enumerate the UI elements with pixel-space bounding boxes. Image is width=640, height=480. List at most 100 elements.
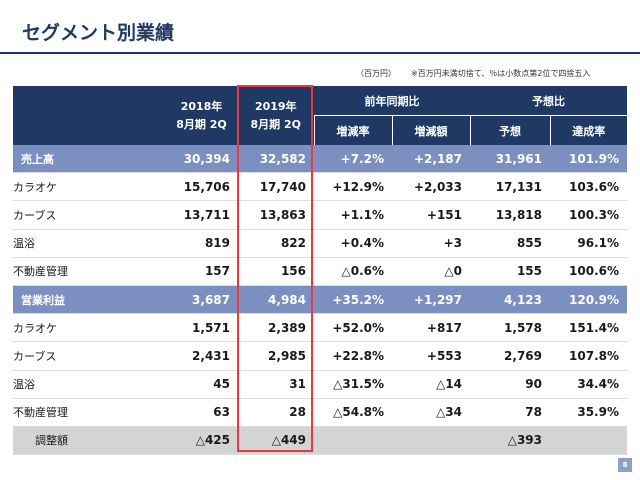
row-label: カラオケ [13, 313, 165, 343]
cell-yoy-rate: +1.1% [314, 200, 392, 230]
cell-yoy-rate: +12.9% [314, 172, 392, 202]
header-2018: 2018年 8月期 2Q [165, 86, 238, 145]
header-forecast-comparison: 予想比 [470, 86, 627, 116]
cell-2018: △425 [165, 426, 238, 456]
table-row: 調整額 △425 △449 △393 [13, 426, 627, 456]
rounding-note: ※百万円未満切捨て、％は小数点第2位で四捨五入 [411, 69, 591, 78]
cell-forecast: 31,961 [470, 145, 550, 174]
cell-achievement: 120.9% [550, 285, 627, 315]
cell-forecast: 155 [470, 257, 550, 286]
cell-2018: 30,394 [165, 145, 238, 174]
cell-2019: 13,863 [238, 200, 314, 230]
table-row: 営業利益 3,687 4,984 +35.2% +1,297 4,123 120.9% [13, 285, 627, 315]
header-forecast-value: 予想 [469, 115, 550, 145]
cell-achievement: 35.9% [550, 398, 627, 427]
cell-achievement: 107.8% [550, 341, 627, 371]
page-number: 8 [618, 458, 632, 472]
row-label: カーブス [13, 341, 165, 371]
header-2018-period: 8月期 2Q [176, 117, 227, 131]
row-label: 不動産管理 [13, 257, 165, 286]
cell-forecast: 1,578 [470, 313, 550, 343]
cell-forecast: 13,818 [470, 200, 550, 230]
table-row: 売上高 30,394 32,582 +7.2% +2,187 31,961 101.9% [13, 145, 627, 174]
cell-2018: 157 [165, 257, 238, 286]
cell-yoy-amount: +3 [392, 229, 470, 258]
row-label: 温浴 [13, 229, 165, 258]
cell-achievement: 100.6% [550, 257, 627, 286]
header-2019: 2019年 8月期 2Q [238, 86, 314, 145]
page-title: セグメント別業績 [22, 22, 175, 44]
cell-forecast: 2,769 [470, 341, 550, 371]
cell-yoy-rate: +7.2% [314, 145, 392, 174]
cell-2018: 819 [165, 229, 238, 258]
cell-yoy-rate: △31.5% [314, 370, 392, 399]
cell-yoy-rate: +22.8% [314, 341, 392, 371]
cell-2018: 3,687 [165, 285, 238, 315]
table-row: 不動産管理 63 28 △54.8% △34 78 35.9% [13, 398, 627, 427]
cell-achievement: 34.4% [550, 370, 627, 399]
cell-yoy-amount: △34 [392, 398, 470, 427]
cell-2019: 2,985 [238, 341, 314, 371]
cell-2018: 15,706 [165, 172, 238, 202]
header-achievement: 達成率 [549, 115, 627, 145]
cell-achievement: 103.6% [550, 172, 627, 202]
cell-2019: 32,582 [238, 145, 314, 174]
cell-yoy-rate: +0.4% [314, 229, 392, 258]
cell-achievement: 96.1% [550, 229, 627, 258]
cell-2019: 17,740 [238, 172, 314, 202]
row-label: 調整額 [13, 426, 165, 456]
cell-2018: 63 [165, 398, 238, 427]
cell-yoy-amount: △0 [392, 257, 470, 286]
header-yoy-rate: 増減率 [313, 115, 392, 145]
cell-2019: 2,389 [238, 313, 314, 343]
cell-achievement: 151.4% [550, 313, 627, 343]
row-label: 不動産管理 [13, 398, 165, 427]
cell-2018: 13,711 [165, 200, 238, 230]
cell-2019: 156 [238, 257, 314, 286]
table-row: 温浴 45 31 △31.5% △14 90 34.4% [13, 370, 627, 399]
row-label: カーブス [13, 200, 165, 230]
segment-results-table: 2018年 8月期 2Q 2019年 8月期 2Q 前年同期比 予想比 増減率 … [13, 86, 627, 456]
cell-2019: 822 [238, 229, 314, 258]
cell-achievement: 100.3% [550, 200, 627, 230]
table-row: 温浴 819 822 +0.4% +3 855 96.1% [13, 229, 627, 258]
row-label: カラオケ [13, 172, 165, 202]
title-underline [0, 52, 640, 54]
cell-2018: 1,571 [165, 313, 238, 343]
row-label: 売上高 [13, 145, 165, 174]
cell-yoy-amount [392, 426, 470, 456]
table-row: カーブス 13,711 13,863 +1.1% +151 13,818 100.3% [13, 200, 627, 230]
table-row: カーブス 2,431 2,985 +22.8% +553 2,769 107.8% [13, 341, 627, 371]
cell-forecast: 90 [470, 370, 550, 399]
cell-yoy-rate: △0.6% [314, 257, 392, 286]
cell-yoy-amount: △14 [392, 370, 470, 399]
cell-2018: 45 [165, 370, 238, 399]
row-label: 温浴 [13, 370, 165, 399]
cell-2019: 4,984 [238, 285, 314, 315]
cell-2019: △449 [238, 426, 314, 456]
cell-yoy-amount: +2,187 [392, 145, 470, 174]
cell-yoy-rate: +35.2% [314, 285, 392, 315]
header-2019-year: 2019年 [254, 99, 297, 113]
header-yoy: 前年同期比 [314, 86, 470, 116]
row-label: 営業利益 [13, 285, 165, 315]
table-row: カラオケ 15,706 17,740 +12.9% +2,033 17,131 103.6% [13, 172, 627, 202]
cell-forecast: 855 [470, 229, 550, 258]
cell-achievement: 101.9% [550, 145, 627, 174]
table-body: 売上高 30,394 32,582 +7.2% +2,187 31,961 101.9% カラ… [13, 145, 627, 456]
cell-yoy-amount: +817 [392, 313, 470, 343]
cell-yoy-amount: +2,033 [392, 172, 470, 202]
cell-forecast: 78 [470, 398, 550, 427]
cell-yoy-rate [314, 426, 392, 456]
cell-forecast: 4,123 [470, 285, 550, 315]
cell-2018: 2,431 [165, 341, 238, 371]
table-row: 不動産管理 157 156 △0.6% △0 155 100.6% [13, 257, 627, 286]
cell-yoy-rate: +52.0% [314, 313, 392, 343]
cell-2019: 28 [238, 398, 314, 427]
header-2018-year: 2018年 [180, 99, 223, 113]
cell-2019: 31 [238, 370, 314, 399]
unit-note: （百万円） [356, 69, 396, 78]
cell-forecast: △393 [470, 426, 550, 456]
header-yoy-amount: 増減額 [391, 115, 470, 145]
cell-forecast: 17,131 [470, 172, 550, 202]
